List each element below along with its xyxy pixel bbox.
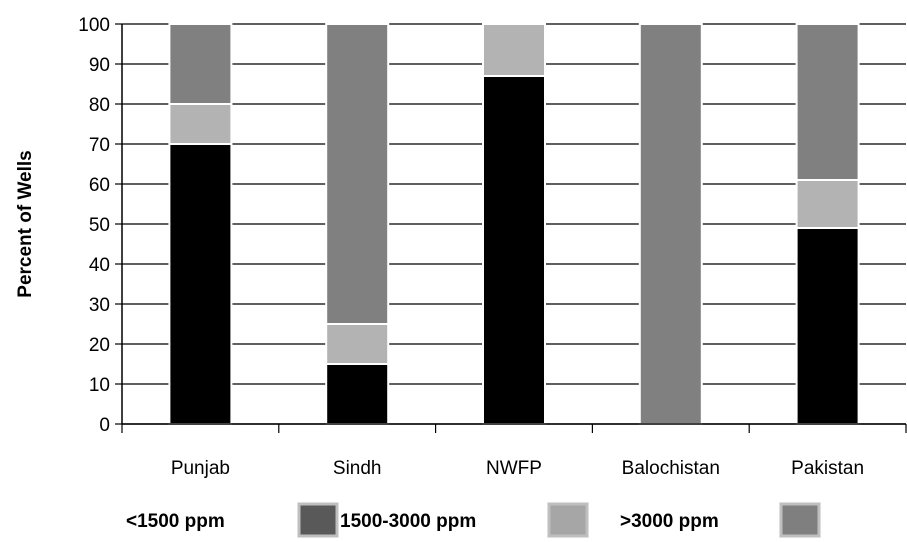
y-tick-label: 30	[89, 295, 110, 316]
x-category-label: Sindh	[333, 458, 382, 479]
bar-segment-pakistan-1	[795, 179, 860, 229]
bar-segment-sindh-2	[325, 23, 390, 325]
y-tick-label: 70	[89, 135, 110, 156]
y-tick-labels: 0 10 20 30 40 50 60 70 80 90 100	[78, 15, 110, 436]
x-category-label: Balochistan	[622, 458, 720, 479]
y-tick-label: 40	[89, 255, 110, 276]
y-tick-label: 10	[89, 375, 110, 396]
legend-swatch	[547, 502, 589, 538]
y-tick-label: 20	[89, 335, 110, 356]
legend-label: <1500 ppm	[126, 511, 225, 532]
bar-segment-nwfp-1	[482, 23, 546, 77]
y-tick-label: 50	[89, 215, 110, 236]
bar-segment-pakistan-0	[795, 227, 860, 425]
bars	[168, 23, 860, 425]
legend-swatch	[297, 502, 339, 538]
x-category-label: NWFP	[486, 458, 542, 479]
bar-segment-punjab-0	[168, 143, 233, 425]
x-category-label: Pakistan	[791, 458, 864, 479]
bar-segment-sindh-1	[325, 323, 390, 365]
bar-segment-nwfp-0	[482, 75, 546, 425]
y-tick-label: 100	[78, 15, 110, 36]
x-category-label: Punjab	[171, 458, 230, 479]
legend: <1500 ppm 1500-3000 ppm >3000 ppm	[126, 502, 821, 538]
y-tick-label: 60	[89, 175, 110, 196]
bar-segment-sindh-0	[325, 363, 390, 425]
legend-label: 1500-3000 ppm	[340, 511, 476, 532]
axes	[121, 24, 907, 433]
bar-segment-balochistan-2	[638, 23, 703, 425]
bar-segment-punjab-2	[168, 23, 233, 105]
bar-segment-pakistan-2	[795, 23, 860, 181]
bar-segment-punjab-1	[168, 103, 233, 145]
y-tick-label: 0	[99, 415, 110, 436]
legend-swatch	[779, 502, 821, 538]
y-axis-label: Percent of Wells	[15, 150, 36, 297]
legend-label: >3000 ppm	[620, 511, 719, 532]
y-tick-label: 90	[89, 55, 110, 76]
x-category-labels: Punjab Sindh NWFP Balochistan Pakistan	[171, 458, 864, 479]
y-tick-label: 80	[89, 95, 110, 116]
